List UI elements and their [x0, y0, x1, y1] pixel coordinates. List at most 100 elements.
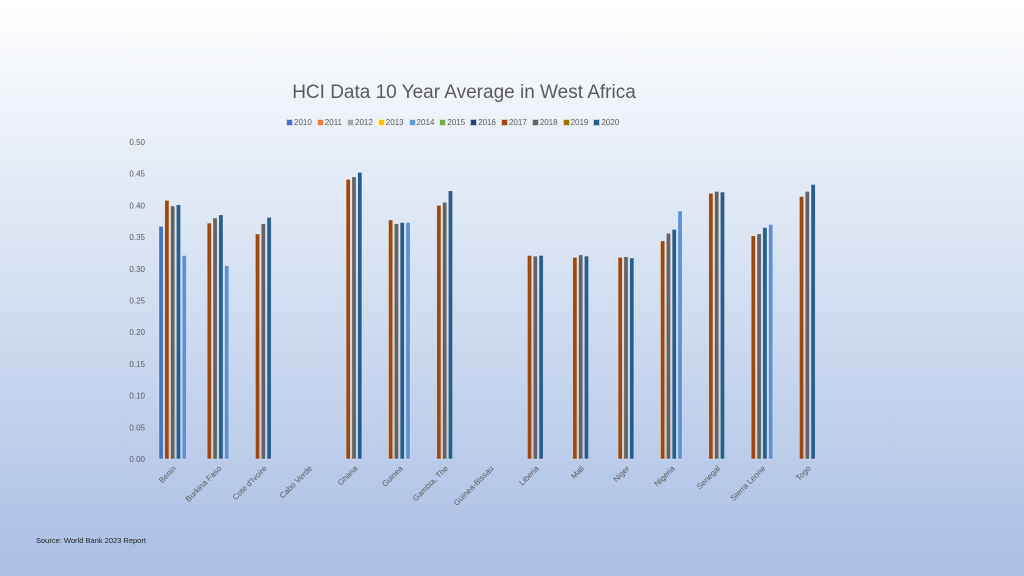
legend-swatch: [531, 118, 539, 126]
x-tick-label: Nigeria: [652, 464, 677, 489]
bar-2017-sierra-leone: [750, 235, 756, 460]
legend-item-2018: 2018: [531, 117, 558, 127]
chart-title: HCI Data 10 Year Average in West Africa: [292, 82, 636, 103]
legend-label: 2020: [601, 117, 620, 127]
legend-swatch: [500, 118, 508, 126]
legend-label: 2014: [416, 117, 435, 127]
legend-swatch: [470, 118, 478, 126]
legend-item-2017: 2017: [500, 117, 527, 127]
y-tick-label: 0.45: [129, 170, 145, 179]
x-tick-label: Cote d'Ivoire: [231, 464, 269, 502]
bar-2017-ghana: [345, 179, 351, 460]
x-tick-label: Niger: [612, 464, 632, 484]
legend-swatch: [593, 118, 601, 126]
bar-unlabeled-series-benin: [181, 255, 187, 460]
legend-swatch: [439, 118, 447, 126]
x-tick-label: Senegal: [695, 464, 722, 491]
bar-2020-benin: [176, 204, 181, 460]
bar-2020-liberia: [538, 255, 544, 460]
legend-label: 2017: [508, 117, 527, 127]
bar-2018-ghana: [351, 176, 357, 460]
bar-2010-benin: [158, 226, 164, 460]
y-tick-label: 0.10: [129, 392, 145, 401]
legend-label: 2018: [539, 117, 558, 127]
legend-swatch: [408, 118, 416, 126]
bar-2017-benin: [164, 200, 170, 460]
bar-2017-senegal: [708, 193, 714, 460]
x-tick-label: Togo: [794, 464, 813, 483]
bar-2020-burkina-faso: [218, 214, 224, 460]
legend-item-2011: 2011: [316, 117, 342, 127]
legend-label: 2012: [355, 117, 373, 127]
legend-item-2010: 2010: [286, 118, 312, 127]
bar-2020-nigeria: [671, 229, 677, 460]
x-tick-label: Sierra Leone: [729, 464, 768, 503]
legend-item-2014: 2014: [408, 117, 435, 127]
x-tick-label: Gambia, The: [411, 464, 450, 503]
legend-swatch: [377, 118, 385, 126]
bar-2020-niger: [629, 257, 635, 460]
legend-item-2013: 2013: [377, 117, 404, 127]
bar-2020-togo: [810, 184, 816, 460]
legend-swatch: [347, 118, 354, 126]
legend-item-2015: 2015: [439, 118, 465, 127]
y-tick-label: 0.40: [129, 201, 145, 210]
bar-2020-ghana: [357, 172, 363, 460]
bar-2017-niger: [617, 257, 623, 460]
x-tick-label: Cabo Verde: [278, 464, 315, 501]
bar-2017-mali: [572, 257, 578, 460]
legend-label: 2010: [294, 117, 312, 127]
bar-2020-sierra-leone: [762, 227, 768, 460]
legend-item-2020: 2020: [593, 118, 619, 127]
source-note: Source: World Bank 2023 Report: [36, 536, 146, 545]
y-tick-label: 0.05: [129, 423, 145, 432]
legend-item-2016: 2016: [470, 118, 496, 127]
legend-swatch: [316, 118, 324, 126]
y-tick-label: 0.15: [129, 360, 145, 369]
bar-2018-cote-d-ivoire: [260, 223, 266, 460]
y-tick-label: 0.00: [129, 455, 145, 464]
bar-2018-sierra-leone: [756, 233, 762, 460]
bar-2018-nigeria: [666, 233, 671, 460]
y-tick-label: 0.20: [129, 328, 145, 337]
bar-2018-senegal: [714, 191, 720, 460]
bar-2018-guinea: [394, 223, 399, 460]
x-tick-label: Guinea: [380, 464, 405, 489]
bar-2018-mali: [578, 254, 584, 460]
legend-label: 2013: [385, 117, 404, 127]
legend-swatch: [286, 118, 293, 126]
bar-unlabeled-series-nigeria: [677, 210, 683, 460]
bar-2020-gambia-the: [448, 190, 453, 460]
legend-label: 2015: [447, 117, 466, 127]
x-tick-label: Guinea-Bissau: [452, 464, 495, 507]
bar-2018-gambia-the: [442, 201, 448, 460]
bar-2017-gambia-the: [436, 205, 442, 460]
y-tick-label: 0.30: [129, 265, 145, 274]
y-tick-label: 0.25: [129, 297, 145, 306]
bar-2020-senegal: [720, 191, 725, 460]
bar-2017-guinea: [388, 219, 394, 460]
x-tick-label: Mali: [569, 464, 586, 481]
legend-label: 2011: [324, 117, 342, 127]
legend-label: 2019: [570, 117, 589, 127]
bar-2018-benin: [170, 205, 176, 460]
bar-2020-guinea: [399, 222, 405, 460]
bar-2017-cote-d-ivoire: [255, 233, 260, 460]
legend-item-2012: 2012: [347, 118, 373, 127]
bar-2017-liberia: [527, 255, 532, 460]
bar-unlabeled-series-guinea: [405, 222, 411, 460]
bar-2017-togo: [799, 196, 804, 460]
bar-unlabeled-series-sierra-leone: [768, 224, 774, 460]
bar-2018-togo: [804, 191, 810, 460]
chart-legend: 2010 2011 2012 2013 2014 2015 2016 2017 2018 2019…: [286, 116, 619, 128]
bar-2018-liberia: [532, 255, 538, 460]
x-tick-label: Ghana: [336, 464, 360, 488]
x-tick-label: Benin: [157, 464, 178, 485]
bar-unlabeled-series-burkina-faso: [224, 265, 230, 460]
bar-2020-mali: [584, 255, 589, 460]
bar-2018-niger: [623, 256, 629, 460]
bar-2017-nigeria: [660, 240, 666, 460]
x-tick-label: Burkina Faso: [184, 464, 224, 504]
